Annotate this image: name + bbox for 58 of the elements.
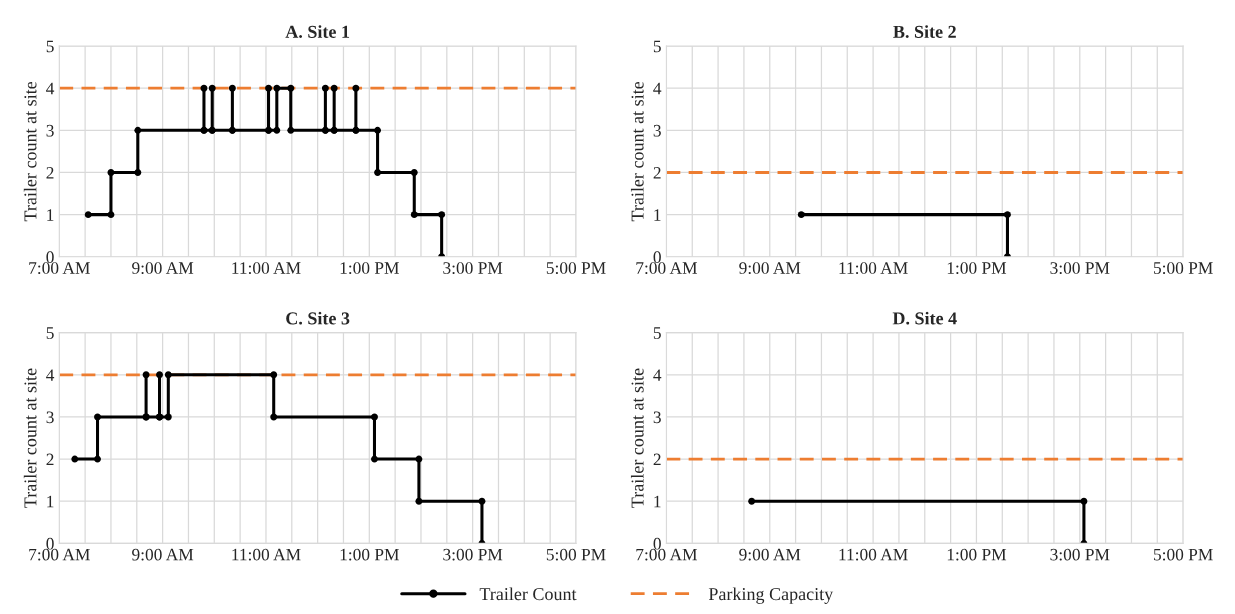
y-tick-label: 2	[653, 167, 661, 179]
y-axis-title: Trailer count at site	[23, 81, 37, 222]
y-tick-label: 1	[654, 495, 661, 508]
y-tick-label: 5	[46, 40, 54, 53]
y-tick-label: 0	[653, 537, 661, 550]
y-tick-label: 3	[46, 411, 54, 424]
x-tick-label: 9:00 AM	[739, 548, 801, 561]
y-tick-label: 0	[46, 251, 54, 263]
x-tick-label: 3:00 PM	[443, 548, 503, 561]
y-axis-title: Trailer count at site	[23, 368, 37, 508]
x-tick-label: 9:00 AM	[739, 262, 801, 274]
y-tick-label: 5	[46, 327, 54, 339]
x-tick-label: 3:00 PM	[1050, 262, 1110, 274]
y-tick-label: 3	[653, 124, 661, 137]
y-tick-label: 0	[46, 537, 54, 550]
y-tick-label: 5	[653, 40, 661, 53]
x-tick-label: 3:00 PM	[1050, 548, 1110, 561]
x-tick-label: 11:00 AM	[839, 548, 908, 561]
y-tick-label: 2	[653, 453, 661, 466]
x-tick-label: 9:00 AM	[132, 262, 194, 274]
y-tick-label: 5	[653, 327, 661, 339]
chart-title: B. Site 2	[893, 25, 956, 38]
y-tick-label: 2	[46, 167, 54, 179]
y-tick-label: 3	[46, 124, 54, 137]
y-tick-label: 4	[46, 82, 55, 95]
x-tick-label: 11:00 AM	[839, 262, 908, 274]
x-tick-label: 5:00 PM	[1153, 262, 1213, 274]
x-tick-label: 3:00 PM	[443, 262, 503, 274]
x-tick-label: 7:00 AM	[29, 548, 90, 561]
y-tick-label: 0	[653, 251, 661, 263]
x-tick-label: 11:00 AM	[232, 548, 301, 561]
x-tick-label: 1:00 PM	[340, 262, 399, 274]
x-tick-label: 1:00 PM	[947, 548, 1007, 561]
x-tick-label: 1:00 PM	[340, 548, 399, 561]
y-axis-title: Trailer count at site	[630, 368, 644, 508]
x-tick-label: 7:00 AM	[636, 262, 698, 274]
y-tick-label: 3	[653, 411, 661, 424]
legend-label: Parking Capacity	[708, 587, 834, 604]
legend-label: Trailer Count	[479, 587, 577, 601]
x-tick-label: 5:00 PM	[1153, 548, 1213, 561]
y-tick-label: 4	[46, 369, 55, 381]
x-tick-label: 7:00 AM	[636, 548, 698, 561]
x-tick-label: 5:00 PM	[546, 262, 606, 274]
x-tick-label: 7:00 AM	[29, 262, 90, 274]
x-tick-label: 1:00 PM	[947, 262, 1007, 274]
chart-title: D. Site 4	[892, 311, 957, 325]
y-tick-label: 4	[653, 369, 662, 381]
y-tick-label: 4	[653, 82, 662, 95]
y-tick-label: 1	[47, 495, 54, 508]
y-tick-label: 2	[46, 453, 54, 466]
y-tick-label: 1	[654, 209, 661, 221]
y-axis-title: Trailer count at site	[630, 81, 644, 222]
x-tick-label: 11:00 AM	[232, 262, 301, 274]
chart-title: A. Site 1	[285, 25, 350, 38]
x-tick-label: 5:00 PM	[546, 548, 606, 561]
chart-title: C. Site 3	[286, 311, 350, 325]
y-tick-label: 1	[47, 209, 54, 221]
x-tick-label: 9:00 AM	[132, 548, 194, 561]
